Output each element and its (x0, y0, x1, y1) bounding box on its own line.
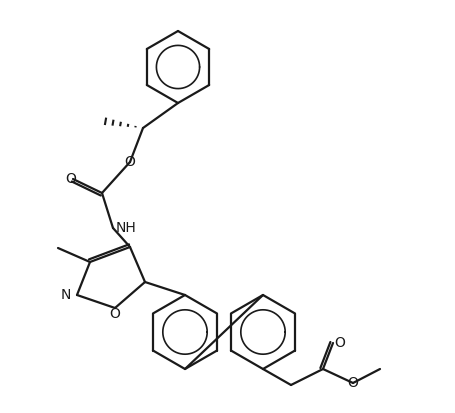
Text: O: O (66, 172, 76, 186)
Text: NH: NH (116, 221, 136, 235)
Text: O: O (124, 155, 135, 169)
Text: O: O (109, 307, 120, 321)
Text: N: N (61, 288, 71, 302)
Text: O: O (333, 336, 344, 350)
Text: O: O (347, 376, 358, 390)
